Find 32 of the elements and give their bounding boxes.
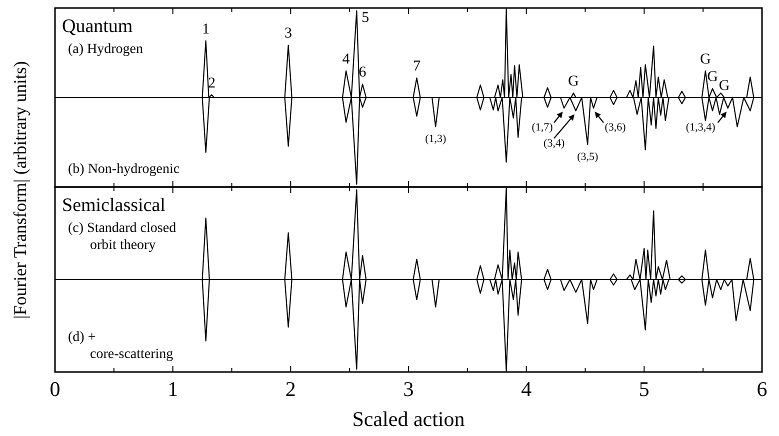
annotation: G (707, 69, 718, 86)
x-axis-title: Scaled action (352, 407, 466, 431)
annotation: 1 (202, 21, 210, 38)
annotation: G (568, 74, 580, 90)
annotation: 5 (362, 10, 370, 26)
annotation: 3 (284, 26, 292, 42)
chart-title: Quantum (62, 16, 133, 37)
x-tick-label: 5 (638, 377, 650, 401)
x-tick-label: 2 (285, 377, 296, 401)
x-tick-label: 4 (521, 377, 532, 401)
x-tick-label: 1 (168, 377, 178, 401)
text: (d) + core-scattering (68, 330, 174, 362)
chart-title: Semiclassical (62, 195, 166, 216)
x-tick-label: 0 (50, 377, 60, 401)
annotation: (3,5) (577, 150, 598, 163)
annotation: (3,4) (544, 137, 565, 150)
x-tick-label: 3 (403, 377, 414, 401)
y-axis-title: |Fourier Transform| (arbitrary units) (10, 61, 30, 319)
annotation: (3,6) (604, 122, 626, 134)
x-tick-label: 6 (756, 377, 768, 401)
annotation: (1,3,4) (686, 122, 716, 134)
annotation: 2 (208, 75, 216, 92)
annotation: (1,7) (532, 122, 554, 134)
annotation: G (700, 51, 712, 68)
series-label: (c) Standard closed orbit theory (68, 221, 176, 253)
annotation: 4 (342, 51, 350, 68)
text: (a) Hydrogen (68, 42, 144, 57)
series-label: (b) Non-hydrogenic (68, 162, 180, 177)
annotation: (1,3) (425, 133, 446, 146)
annotation: G (718, 78, 730, 94)
annotation: 7 (413, 58, 421, 74)
annotation: 6 (358, 64, 367, 81)
